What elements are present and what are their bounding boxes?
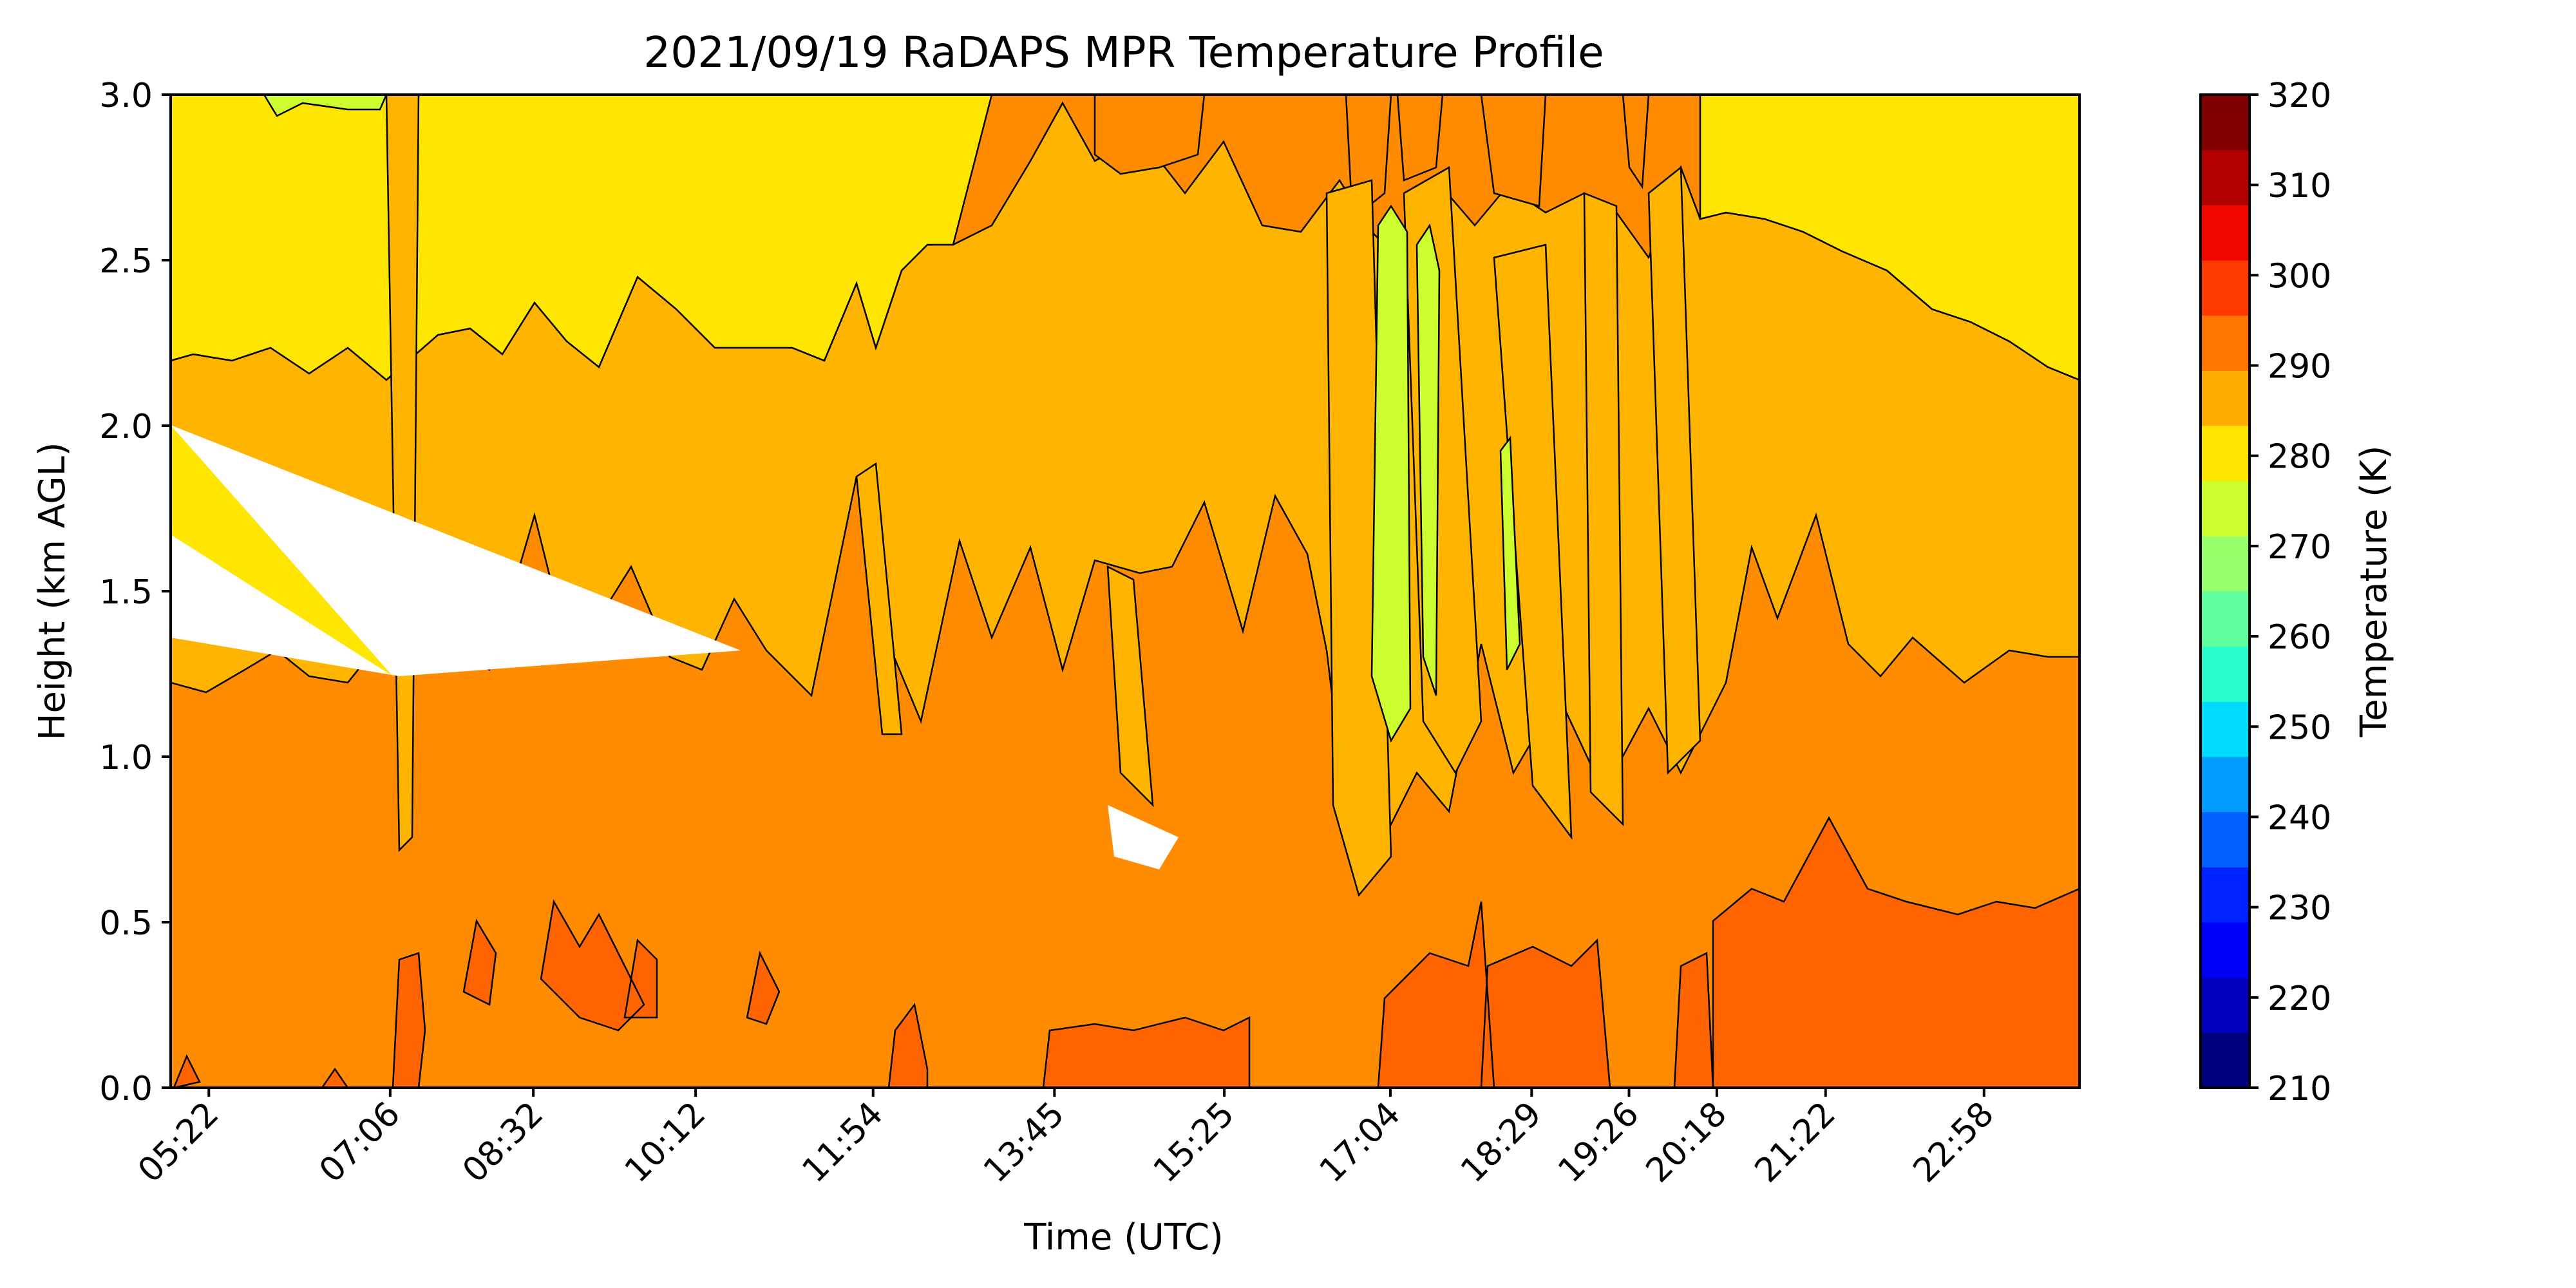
colorbar-tick-label: 290 bbox=[2268, 348, 2331, 386]
colorbar-swatch bbox=[2201, 315, 2249, 371]
colorbar-tick-label: 270 bbox=[2268, 528, 2331, 567]
colorbar-label: Temperature (K) bbox=[2353, 446, 2395, 738]
band-275-280 bbox=[263, 95, 1521, 743]
colorbar-swatch bbox=[2201, 922, 2249, 978]
x-axis-label: Time (UTC) bbox=[1023, 1217, 1224, 1258]
band-285-290-columns bbox=[385, 95, 1701, 897]
y-axis-ticks: 0.0 0.5 1.0 1.5 2.0 2.5 3.0 bbox=[99, 77, 171, 1108]
colorbar-swatch bbox=[2201, 646, 2249, 702]
colorbar-swatch bbox=[2201, 480, 2249, 536]
band-280-285 bbox=[171, 95, 2079, 381]
colorbar-tick-label: 260 bbox=[2268, 618, 2331, 657]
colorbar-tick-label: 320 bbox=[2268, 77, 2331, 115]
contour-fill-layer bbox=[171, 95, 2079, 1088]
colorbar-swatch bbox=[2201, 701, 2249, 757]
colorbar-tick-label: 280 bbox=[2268, 438, 2331, 477]
colorbar-swatch bbox=[2201, 95, 2249, 151]
colorbar-swatch bbox=[2201, 1032, 2249, 1088]
colorbar-tick-label: 250 bbox=[2268, 708, 2331, 747]
colorbar-swatch bbox=[2201, 426, 2249, 482]
missing-data-yellow-wedge bbox=[171, 425, 393, 676]
colorbar-tick-label: 240 bbox=[2268, 799, 2331, 837]
colorbar-tick-label: 230 bbox=[2268, 889, 2331, 928]
colorbar: 210 220 230 240 250 260 270 280 290 300 310 320 Tem… bbox=[2199, 77, 2395, 1108]
y-tick-label: 1.0 bbox=[99, 739, 153, 777]
y-tick-label: 3.0 bbox=[99, 77, 153, 115]
colorbar-tick-label: 300 bbox=[2268, 257, 2331, 296]
colorbar-swatch bbox=[2201, 260, 2249, 316]
colorbar-swatch bbox=[2201, 536, 2249, 592]
colorbar-tick-label: 310 bbox=[2268, 167, 2331, 205]
colorbar-frame bbox=[2199, 93, 2251, 1089]
colorbar-swatch bbox=[2201, 205, 2249, 261]
chart-title: 2021/09/19 RaDAPS MPR Temperature Profil… bbox=[643, 28, 1604, 77]
plot-area: 0.00.51.01.52.02.53.0 05:22 07:06 08:32 10:… bbox=[99, 77, 2081, 1190]
band-295-300 bbox=[173, 816, 2079, 1088]
y-tick-label: 0.0 bbox=[99, 1070, 153, 1108]
colorbar-swatch bbox=[2201, 977, 2249, 1033]
colorbar-tick-label: 210 bbox=[2268, 1070, 2331, 1108]
band-290-295-upper-columns bbox=[1094, 95, 1650, 221]
colorbar-swatch bbox=[2201, 867, 2249, 923]
y-tick-label: 0.5 bbox=[99, 904, 153, 943]
colorbar-swatches bbox=[2201, 95, 2249, 1088]
colorbar-swatch bbox=[2201, 757, 2249, 813]
colorbar-swatch bbox=[2201, 149, 2249, 205]
y-tick-label: 1.5 bbox=[99, 573, 153, 612]
colorbar-tick-label: 220 bbox=[2268, 980, 2331, 1018]
missing-data-notch bbox=[1108, 805, 1179, 869]
y-tick-label: 2.0 bbox=[99, 408, 153, 446]
colorbar-swatch bbox=[2201, 591, 2249, 647]
colorbar-swatch bbox=[2201, 811, 2249, 867]
y-tick-label: 2.5 bbox=[99, 242, 153, 281]
y-axis-label: Height (km AGL) bbox=[32, 442, 73, 740]
colorbar-ticks: 210 220 230 240 250 260 270 280 290 300 310 320 bbox=[2249, 77, 2331, 1108]
colorbar-swatch bbox=[2201, 370, 2249, 426]
